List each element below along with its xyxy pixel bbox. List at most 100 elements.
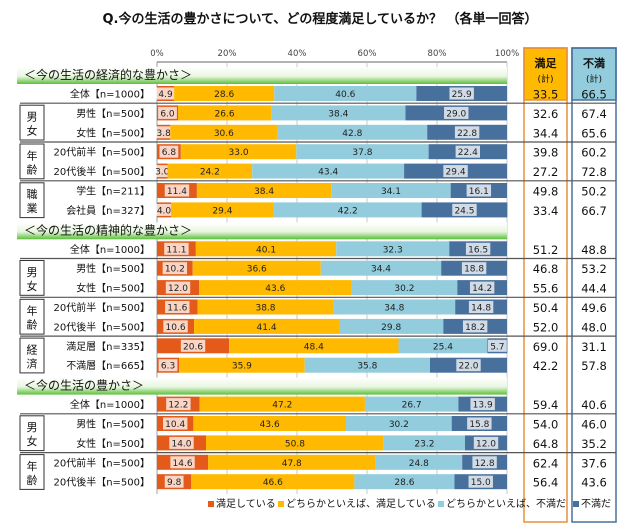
legend-label: どちらかといえば、不満だ bbox=[446, 498, 566, 510]
data-label: 11.4 bbox=[167, 187, 187, 197]
total-header-label: 満足 bbox=[535, 56, 558, 70]
data-label-bg bbox=[461, 262, 487, 275]
row-label: 全体【n=1000】 bbox=[70, 88, 150, 101]
x-tick-label: 40% bbox=[288, 49, 307, 59]
data-label-bg bbox=[469, 281, 495, 294]
data-label: 22.4 bbox=[458, 148, 478, 158]
data-label-bg bbox=[166, 398, 191, 411]
group-label: 男女 bbox=[27, 421, 38, 448]
row-label: 全体【n=1000】 bbox=[70, 398, 150, 411]
group-label-box bbox=[19, 260, 45, 296]
data-label: 6.3 bbox=[161, 362, 175, 372]
data-label-bg bbox=[156, 87, 175, 100]
bar-segment-3 bbox=[296, 144, 429, 160]
group-label-box bbox=[19, 143, 45, 180]
data-label-bg bbox=[180, 339, 206, 352]
x-tick-label: 60% bbox=[358, 49, 377, 59]
satisfied-total: 59.4 bbox=[533, 398, 559, 412]
satisfied-total: 32.6 bbox=[533, 107, 559, 121]
legend-swatch-1 bbox=[208, 501, 214, 507]
data-label-bg bbox=[487, 339, 507, 352]
x-tick-label: 20% bbox=[218, 49, 237, 59]
bar-segment-2 bbox=[199, 396, 365, 412]
group-label-box bbox=[19, 337, 45, 374]
row-label: 20代前半【n=500】 bbox=[53, 301, 150, 314]
data-label-bg bbox=[152, 165, 172, 178]
data-label: 15.0 bbox=[471, 478, 491, 488]
dissatisfied-total: 50.2 bbox=[581, 185, 607, 199]
bar-segment-2 bbox=[178, 105, 272, 121]
data-label-bg bbox=[163, 320, 188, 333]
group-label: 年齢 bbox=[27, 148, 38, 176]
data-label: 38.4 bbox=[254, 187, 274, 197]
satisfied-total: 54.0 bbox=[533, 418, 559, 432]
x-tick-label: 0% bbox=[150, 49, 164, 59]
data-label: 33.0 bbox=[229, 148, 249, 158]
data-label: 14.2 bbox=[472, 284, 492, 294]
data-label-bg bbox=[154, 126, 174, 139]
data-label-bg bbox=[443, 165, 468, 178]
bar-segment-3 bbox=[346, 416, 452, 431]
data-label: 12.2 bbox=[168, 401, 188, 411]
data-label: 42.2 bbox=[338, 206, 358, 216]
dissatisfied-total: 66.7 bbox=[581, 204, 607, 218]
data-label-bg bbox=[452, 203, 477, 216]
total-header-label: 不満 bbox=[583, 56, 605, 70]
satisfied-total: 39.8 bbox=[533, 146, 559, 160]
row-label: 20代後半【n=500】 bbox=[53, 476, 150, 489]
bar-segment-2 bbox=[191, 474, 355, 490]
row-label: 学生【n=211】 bbox=[76, 185, 150, 198]
section-header-band bbox=[17, 377, 507, 395]
data-label: 12.8 bbox=[475, 459, 495, 469]
dissatisfied-total: 48.8 bbox=[581, 243, 607, 257]
row-label: 女性【n=500】 bbox=[76, 437, 150, 450]
dissatisfied-total: 43.6 bbox=[581, 476, 607, 490]
satisfied-total: 56.4 bbox=[533, 476, 559, 490]
satisfied-total: 33.5 bbox=[533, 88, 559, 102]
data-label: 24.5 bbox=[454, 206, 474, 216]
chart-title: Q.今の生活の豊かさについて、どの程度満足しているか？ （各単一回答） bbox=[102, 12, 538, 27]
data-label: 18.2 bbox=[465, 323, 485, 333]
data-label-bg bbox=[472, 456, 497, 469]
bar-segment-3 bbox=[304, 357, 430, 373]
data-label: 14.6 bbox=[173, 459, 193, 469]
data-label: 11.1 bbox=[166, 245, 186, 255]
bar-segment-3 bbox=[336, 241, 450, 257]
data-label-bg bbox=[462, 320, 488, 333]
bar-segment-3 bbox=[339, 318, 444, 334]
data-label: 35.9 bbox=[232, 362, 252, 372]
row-label: 20代後半【n=500】 bbox=[53, 320, 150, 333]
data-label-bg bbox=[164, 242, 189, 255]
bar-segment-3 bbox=[351, 280, 458, 296]
dissatisfied-total: 31.1 bbox=[581, 340, 607, 354]
group-label: 経済 bbox=[27, 344, 38, 371]
row-label: 男性【n=500】 bbox=[76, 262, 150, 275]
bar-segment-2 bbox=[180, 144, 297, 160]
total-header-sub: (計) bbox=[537, 73, 553, 85]
row-label: 満足層【n=335】 bbox=[66, 341, 150, 353]
data-label-bg bbox=[444, 106, 469, 119]
data-label: 13.9 bbox=[473, 401, 493, 411]
data-label: 46.6 bbox=[263, 478, 283, 488]
section-title: ＜今の生活の豊かさ＞ bbox=[24, 378, 144, 393]
bar-segment-3 bbox=[320, 260, 442, 276]
satisfied-total: 62.4 bbox=[533, 456, 559, 470]
data-label: 24.2 bbox=[200, 168, 220, 178]
data-label-bg bbox=[465, 242, 491, 255]
bar-segment-3 bbox=[277, 124, 428, 140]
bar-segment-2 bbox=[194, 318, 339, 334]
satisfied-total: 42.2 bbox=[533, 359, 559, 373]
data-label-bg bbox=[154, 203, 174, 216]
data-label: 30.2 bbox=[394, 284, 414, 294]
section-header-band bbox=[17, 67, 507, 84]
data-label: 43.6 bbox=[265, 284, 285, 294]
satisfied-total: 34.4 bbox=[533, 126, 559, 140]
data-label: 28.6 bbox=[394, 478, 414, 488]
bar-segment-3 bbox=[271, 105, 406, 121]
bar-segment-2 bbox=[206, 435, 384, 451]
data-label: 34.1 bbox=[381, 187, 401, 197]
bar-segment-2 bbox=[197, 299, 334, 315]
group-label: 男女 bbox=[27, 266, 38, 293]
data-label-bg bbox=[164, 184, 190, 197]
